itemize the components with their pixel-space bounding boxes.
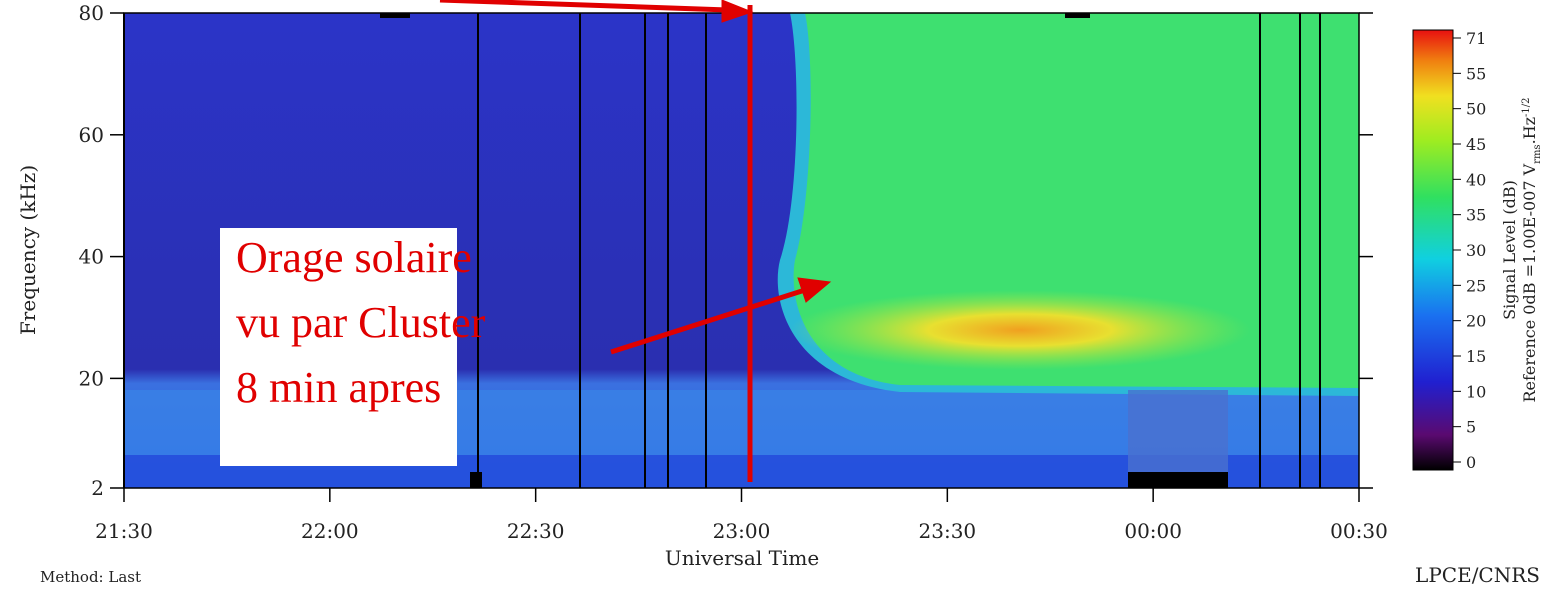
x-axis-label: Universal Time <box>665 546 819 570</box>
ref-unit: .Hz <box>1520 117 1539 144</box>
colorbar-tick-label: 0 <box>1466 453 1476 472</box>
x-tick-label: 21:30 <box>95 519 153 543</box>
y-tick-label: 2 <box>91 476 104 500</box>
colorbar-reference: Reference 0dB =1.00E-007 Vrms.Hz-1/2 <box>1520 97 1543 402</box>
y-tick-label: 80 <box>79 1 104 25</box>
y-axis-label: Frequency (kHz) <box>16 165 40 335</box>
colorbar <box>1413 30 1453 470</box>
annotation: 8 min apres <box>236 363 441 412</box>
x-tick-label: 00:30 <box>1330 519 1388 543</box>
x-tick-label: 22:30 <box>507 519 565 543</box>
annotation: Orage solaire <box>236 233 472 282</box>
y-tick-label: 60 <box>79 123 104 147</box>
footer-left: Method: Last <box>40 568 141 586</box>
colorbar-tick-label: 25 <box>1466 276 1486 295</box>
footer-right: LPCE/CNRS <box>1415 563 1540 587</box>
colorbar-tick-label: 5 <box>1466 418 1476 437</box>
colorbar-tick-label: 15 <box>1466 347 1486 366</box>
colorbar-tick-label: 55 <box>1466 64 1486 83</box>
colorbar-tick-label: 50 <box>1466 100 1486 119</box>
colorbar-tick-label: 30 <box>1466 241 1486 260</box>
x-tick-label: 00:00 <box>1124 519 1182 543</box>
colorbar-tick-label: 20 <box>1466 312 1486 331</box>
colorbar-tick-label: 35 <box>1466 206 1486 225</box>
y-tick-label: 40 <box>79 245 104 269</box>
y-tick-label: 20 <box>79 366 104 390</box>
ref-sub: rms <box>1532 144 1543 163</box>
x-tick-label: 23:00 <box>713 519 771 543</box>
ref-text: Reference 0dB =1.00E-007 V <box>1520 163 1539 402</box>
colorbar-label: Signal Level (dB) <box>1500 180 1519 320</box>
colorbar-tick-label: 71 <box>1466 29 1486 48</box>
ref-sup: -1/2 <box>1521 97 1532 116</box>
colorbar-tick-label: 10 <box>1466 382 1486 401</box>
chart: 21:30 22:00 22:30 23:00 23:30 00:00 00:30 2 20 40… <box>0 0 1565 590</box>
x-tick-label: 23:30 <box>919 519 977 543</box>
x-tick-label: 22:00 <box>301 519 359 543</box>
colorbar-tick-label: 45 <box>1466 135 1486 154</box>
colorbar-tick-label: 40 <box>1466 170 1486 189</box>
annotation: vu par Cluster <box>236 298 486 347</box>
